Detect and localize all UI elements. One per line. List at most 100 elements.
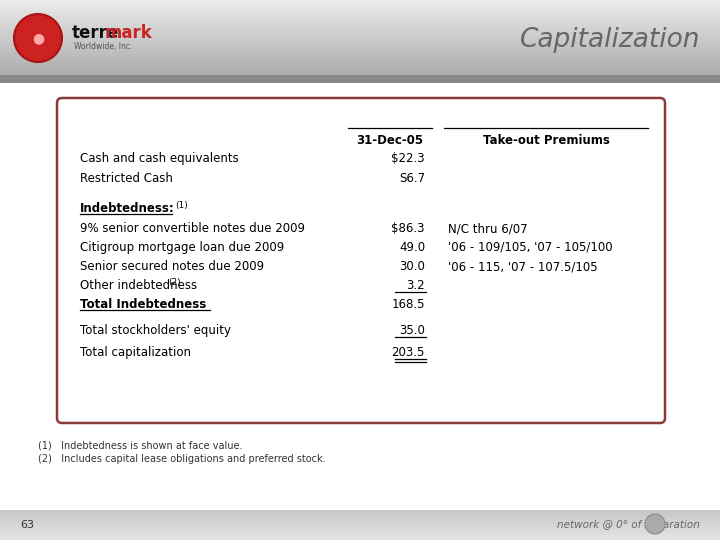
Bar xyxy=(0,16,720,17)
Text: 63: 63 xyxy=(20,520,34,530)
Text: 31-Dec-05: 31-Dec-05 xyxy=(356,134,423,147)
Bar xyxy=(0,41,720,42)
Text: S6.7: S6.7 xyxy=(399,172,425,185)
Text: 49.0: 49.0 xyxy=(399,241,425,254)
Bar xyxy=(0,40,720,41)
Bar xyxy=(0,21,720,22)
Bar xyxy=(0,514,720,515)
Bar xyxy=(0,520,720,521)
Bar xyxy=(0,528,720,529)
Bar xyxy=(0,530,720,531)
Bar xyxy=(0,31,720,32)
Bar xyxy=(0,55,720,56)
Bar xyxy=(0,533,720,534)
Bar xyxy=(0,519,720,520)
Bar xyxy=(0,516,720,517)
Bar xyxy=(0,536,720,537)
Bar xyxy=(0,57,720,58)
Text: terre: terre xyxy=(72,24,120,42)
Bar xyxy=(0,511,720,512)
Bar xyxy=(0,68,720,69)
Bar xyxy=(0,75,720,83)
Bar xyxy=(0,74,720,75)
Bar xyxy=(0,44,720,45)
Bar xyxy=(0,28,720,29)
Bar xyxy=(0,51,720,52)
Text: $22.3: $22.3 xyxy=(392,152,425,165)
Bar xyxy=(0,47,720,48)
Bar xyxy=(0,49,720,50)
Bar xyxy=(0,524,720,525)
Bar xyxy=(0,532,720,533)
Text: (1): (1) xyxy=(175,201,188,210)
Bar xyxy=(0,539,720,540)
Bar xyxy=(0,61,720,62)
Text: '06 - 115, '07 - 107.5/105: '06 - 115, '07 - 107.5/105 xyxy=(448,260,598,273)
Bar xyxy=(0,59,720,60)
Text: (2)   Includes capital lease obligations and preferred stock.: (2) Includes capital lease obligations a… xyxy=(38,454,325,464)
Bar xyxy=(0,513,720,514)
Bar xyxy=(0,6,720,7)
Bar xyxy=(0,43,720,44)
Text: 3.2: 3.2 xyxy=(406,279,425,292)
Bar xyxy=(0,66,720,67)
Bar xyxy=(0,2,720,3)
Circle shape xyxy=(14,14,62,62)
Bar xyxy=(0,48,720,49)
Bar xyxy=(0,522,720,523)
Bar xyxy=(0,510,720,511)
Bar xyxy=(0,9,720,10)
Bar xyxy=(0,23,720,24)
Bar xyxy=(0,35,720,36)
Bar xyxy=(0,526,720,527)
Bar xyxy=(0,521,720,522)
Text: '06 - 109/105, '07 - 105/100: '06 - 109/105, '07 - 105/100 xyxy=(448,241,613,254)
Bar xyxy=(0,83,720,510)
Bar xyxy=(0,34,720,35)
Bar xyxy=(0,523,720,524)
Text: 9% senior convertible notes due 2009: 9% senior convertible notes due 2009 xyxy=(80,222,305,235)
Text: N/C thru 6/07: N/C thru 6/07 xyxy=(448,222,528,235)
Bar xyxy=(0,8,720,9)
Bar xyxy=(0,64,720,65)
Bar xyxy=(0,62,720,63)
Text: (1)   Indebtedness is shown at face value.: (1) Indebtedness is shown at face value. xyxy=(38,440,243,450)
Bar xyxy=(0,54,720,55)
Bar xyxy=(0,24,720,25)
Bar xyxy=(0,25,720,26)
Text: ●: ● xyxy=(32,31,44,45)
Text: mark: mark xyxy=(105,24,153,42)
Bar xyxy=(0,26,720,27)
Bar xyxy=(0,56,720,57)
Bar xyxy=(0,46,720,47)
FancyBboxPatch shape xyxy=(57,98,665,423)
Text: network @ 0° of separation: network @ 0° of separation xyxy=(557,520,700,530)
Text: Capitalization: Capitalization xyxy=(520,27,700,53)
Bar xyxy=(0,517,720,518)
Bar xyxy=(0,527,720,528)
Bar xyxy=(0,39,720,40)
Bar xyxy=(0,515,720,516)
Bar xyxy=(0,537,720,538)
Bar xyxy=(0,72,720,73)
Bar xyxy=(0,38,720,39)
Text: Indebtedness:: Indebtedness: xyxy=(80,202,175,215)
Bar xyxy=(0,15,720,16)
Bar xyxy=(0,22,720,23)
Bar xyxy=(0,45,720,46)
Bar xyxy=(0,71,720,72)
Text: Take-out Premiums: Take-out Premiums xyxy=(482,134,609,147)
Bar xyxy=(0,20,720,21)
Bar xyxy=(0,70,720,71)
Text: 203.5: 203.5 xyxy=(392,346,425,359)
Bar xyxy=(0,50,720,51)
Bar xyxy=(0,19,720,20)
Bar xyxy=(0,37,720,38)
Text: Worldwide, Inc.: Worldwide, Inc. xyxy=(74,43,132,51)
Bar xyxy=(0,67,720,68)
Bar xyxy=(0,69,720,70)
Bar xyxy=(0,11,720,12)
Bar xyxy=(0,529,720,530)
Bar xyxy=(0,42,720,43)
Text: Total capitalization: Total capitalization xyxy=(80,346,191,359)
